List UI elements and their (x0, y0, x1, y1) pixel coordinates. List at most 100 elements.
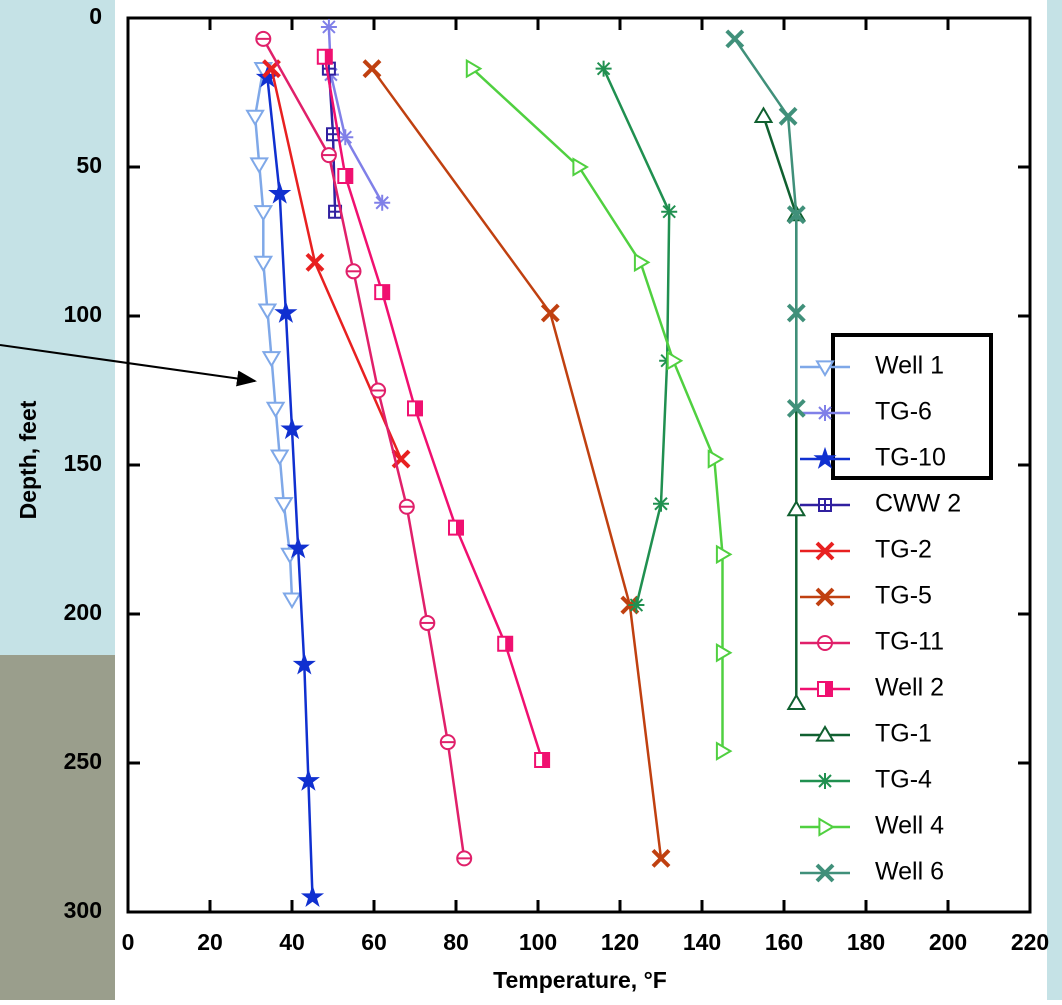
legend-label: TG-6 (875, 398, 932, 426)
marker-fill (382, 285, 390, 300)
marker-stroke (786, 205, 806, 225)
marker-fill (345, 168, 353, 183)
marker-stroke (778, 106, 798, 126)
marker (572, 157, 589, 177)
y-tick-label: 300 (64, 897, 102, 923)
marker (280, 417, 304, 440)
marker (253, 255, 274, 273)
legend-label: TG-1 (875, 720, 932, 748)
y-tick-label: 150 (64, 450, 102, 476)
marker-shape (274, 300, 298, 323)
marker (282, 592, 302, 610)
marker-stroke (651, 848, 671, 868)
x-tick-label: 100 (519, 929, 557, 955)
marker (255, 30, 272, 47)
marker (269, 449, 290, 467)
marker-fill (456, 520, 463, 535)
marker (265, 401, 286, 419)
marker-shape (292, 652, 316, 675)
marker-shape (249, 157, 269, 174)
marker-stroke (815, 863, 835, 883)
marker (715, 642, 733, 663)
marker (261, 351, 282, 368)
marker-stroke (362, 59, 382, 79)
marker-shape (268, 181, 292, 204)
marker-shape (715, 642, 733, 663)
marker (305, 252, 325, 272)
x-tick-label: 220 (1011, 929, 1049, 955)
x-tick-label: 20 (197, 929, 223, 955)
marker-stroke (662, 204, 676, 219)
marker-shape (253, 205, 274, 222)
legend-marker (815, 725, 835, 742)
marker (725, 29, 745, 49)
legend-label: TG-11 (875, 628, 944, 656)
marker-stroke (322, 20, 336, 34)
marker (292, 652, 316, 675)
marker-shape (786, 499, 807, 517)
x-tick-label: 140 (683, 929, 721, 955)
series-line (262, 38, 466, 859)
marker-shape (666, 350, 684, 371)
marker (651, 848, 671, 868)
marker (274, 300, 298, 323)
marker (370, 382, 387, 399)
marker-stroke (338, 130, 353, 144)
legend-label: TG-2 (875, 536, 932, 564)
marker (374, 194, 391, 211)
marker-shape (269, 449, 290, 467)
marker-stroke (725, 29, 745, 49)
legend-label: Well 2 (875, 674, 944, 702)
marker-shape (465, 58, 483, 79)
marker (253, 205, 274, 222)
marker-stroke (654, 497, 668, 511)
marker-shape (282, 592, 302, 610)
marker (666, 350, 684, 371)
marker (633, 252, 651, 273)
marker (715, 741, 733, 761)
legend-marker (817, 681, 833, 697)
marker (786, 398, 806, 418)
x-tick-label: 0 (122, 929, 135, 955)
marker-stroke (815, 541, 835, 561)
legend-marker (815, 541, 835, 561)
legend-marker (817, 405, 833, 421)
legend-label: TG-5 (875, 582, 932, 610)
marker-stroke (596, 61, 611, 76)
y-tick-label: 250 (64, 748, 102, 774)
marker-shape (715, 544, 733, 565)
marker (257, 303, 278, 321)
marker-shape (813, 446, 837, 469)
y-tick-label: 50 (76, 152, 102, 178)
highlight-box (831, 333, 993, 480)
marker-shape (257, 303, 278, 321)
marker (407, 400, 423, 417)
marker (786, 205, 806, 225)
marker-shape (280, 417, 304, 440)
marker (268, 181, 292, 204)
marker-stroke (786, 398, 806, 418)
marker-shape (245, 109, 265, 127)
series-line (471, 67, 724, 752)
legend-label: CWW 2 (875, 490, 961, 518)
marker-stroke (786, 303, 806, 323)
marker (286, 536, 310, 559)
series-line (253, 68, 294, 600)
marker (540, 303, 560, 323)
marker-stroke (305, 252, 325, 272)
legend-label: TG-10 (875, 444, 946, 472)
marker-shape (296, 768, 320, 791)
marker-stroke (818, 406, 832, 420)
marker (456, 850, 473, 867)
marker-shape (753, 106, 774, 123)
marker-shape (286, 536, 310, 559)
marker (534, 752, 551, 769)
legend-marker (818, 817, 835, 837)
x-tick-label: 40 (279, 929, 305, 955)
marker (439, 734, 456, 751)
y-tick-label: 200 (64, 599, 102, 625)
legend-marker (815, 863, 835, 883)
marker (362, 59, 382, 79)
marker-shape (274, 497, 294, 514)
marker (316, 48, 333, 65)
